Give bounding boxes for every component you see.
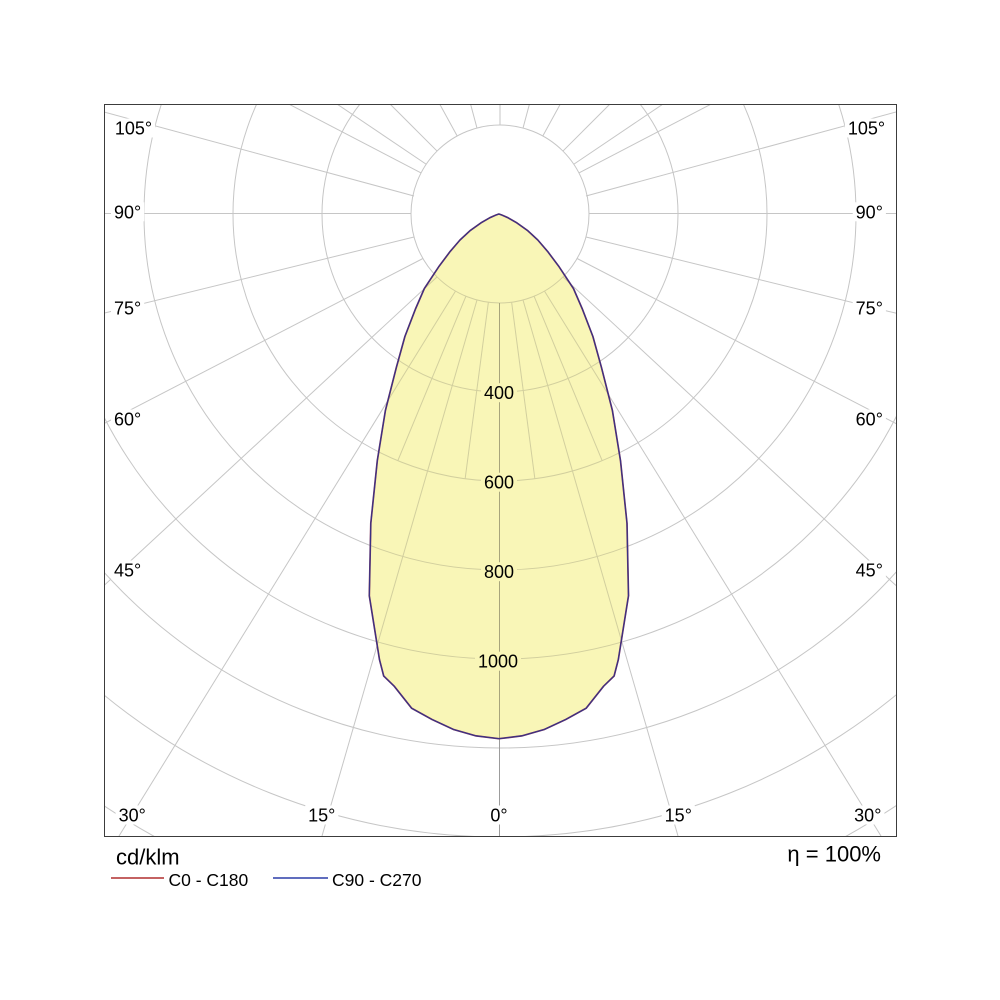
svg-text:45°: 45° (856, 561, 883, 581)
svg-text:600: 600 (484, 473, 514, 493)
svg-text:cd/klm: cd/klm (116, 845, 180, 870)
svg-text:30°: 30° (854, 806, 881, 826)
svg-text:75°: 75° (856, 299, 883, 319)
svg-text:90°: 90° (114, 202, 141, 222)
svg-text:60°: 60° (114, 410, 141, 430)
svg-text:90°: 90° (856, 202, 883, 222)
svg-text:30°: 30° (119, 806, 146, 826)
svg-text:C0 - C180: C0 - C180 (169, 870, 249, 890)
svg-text:15°: 15° (665, 806, 692, 826)
svg-text:0°: 0° (490, 806, 507, 826)
svg-text:C90 - C270: C90 - C270 (332, 870, 422, 890)
svg-text:400: 400 (484, 383, 514, 403)
svg-text:60°: 60° (856, 410, 883, 430)
svg-text:45°: 45° (114, 561, 141, 581)
svg-text:75°: 75° (114, 299, 141, 319)
svg-text:105°: 105° (115, 119, 152, 139)
svg-text:15°: 15° (308, 806, 335, 826)
svg-text:800: 800 (484, 562, 514, 582)
svg-text:1000: 1000 (478, 652, 518, 672)
svg-text:η = 100%: η = 100% (787, 842, 881, 867)
svg-text:105°: 105° (848, 119, 885, 139)
